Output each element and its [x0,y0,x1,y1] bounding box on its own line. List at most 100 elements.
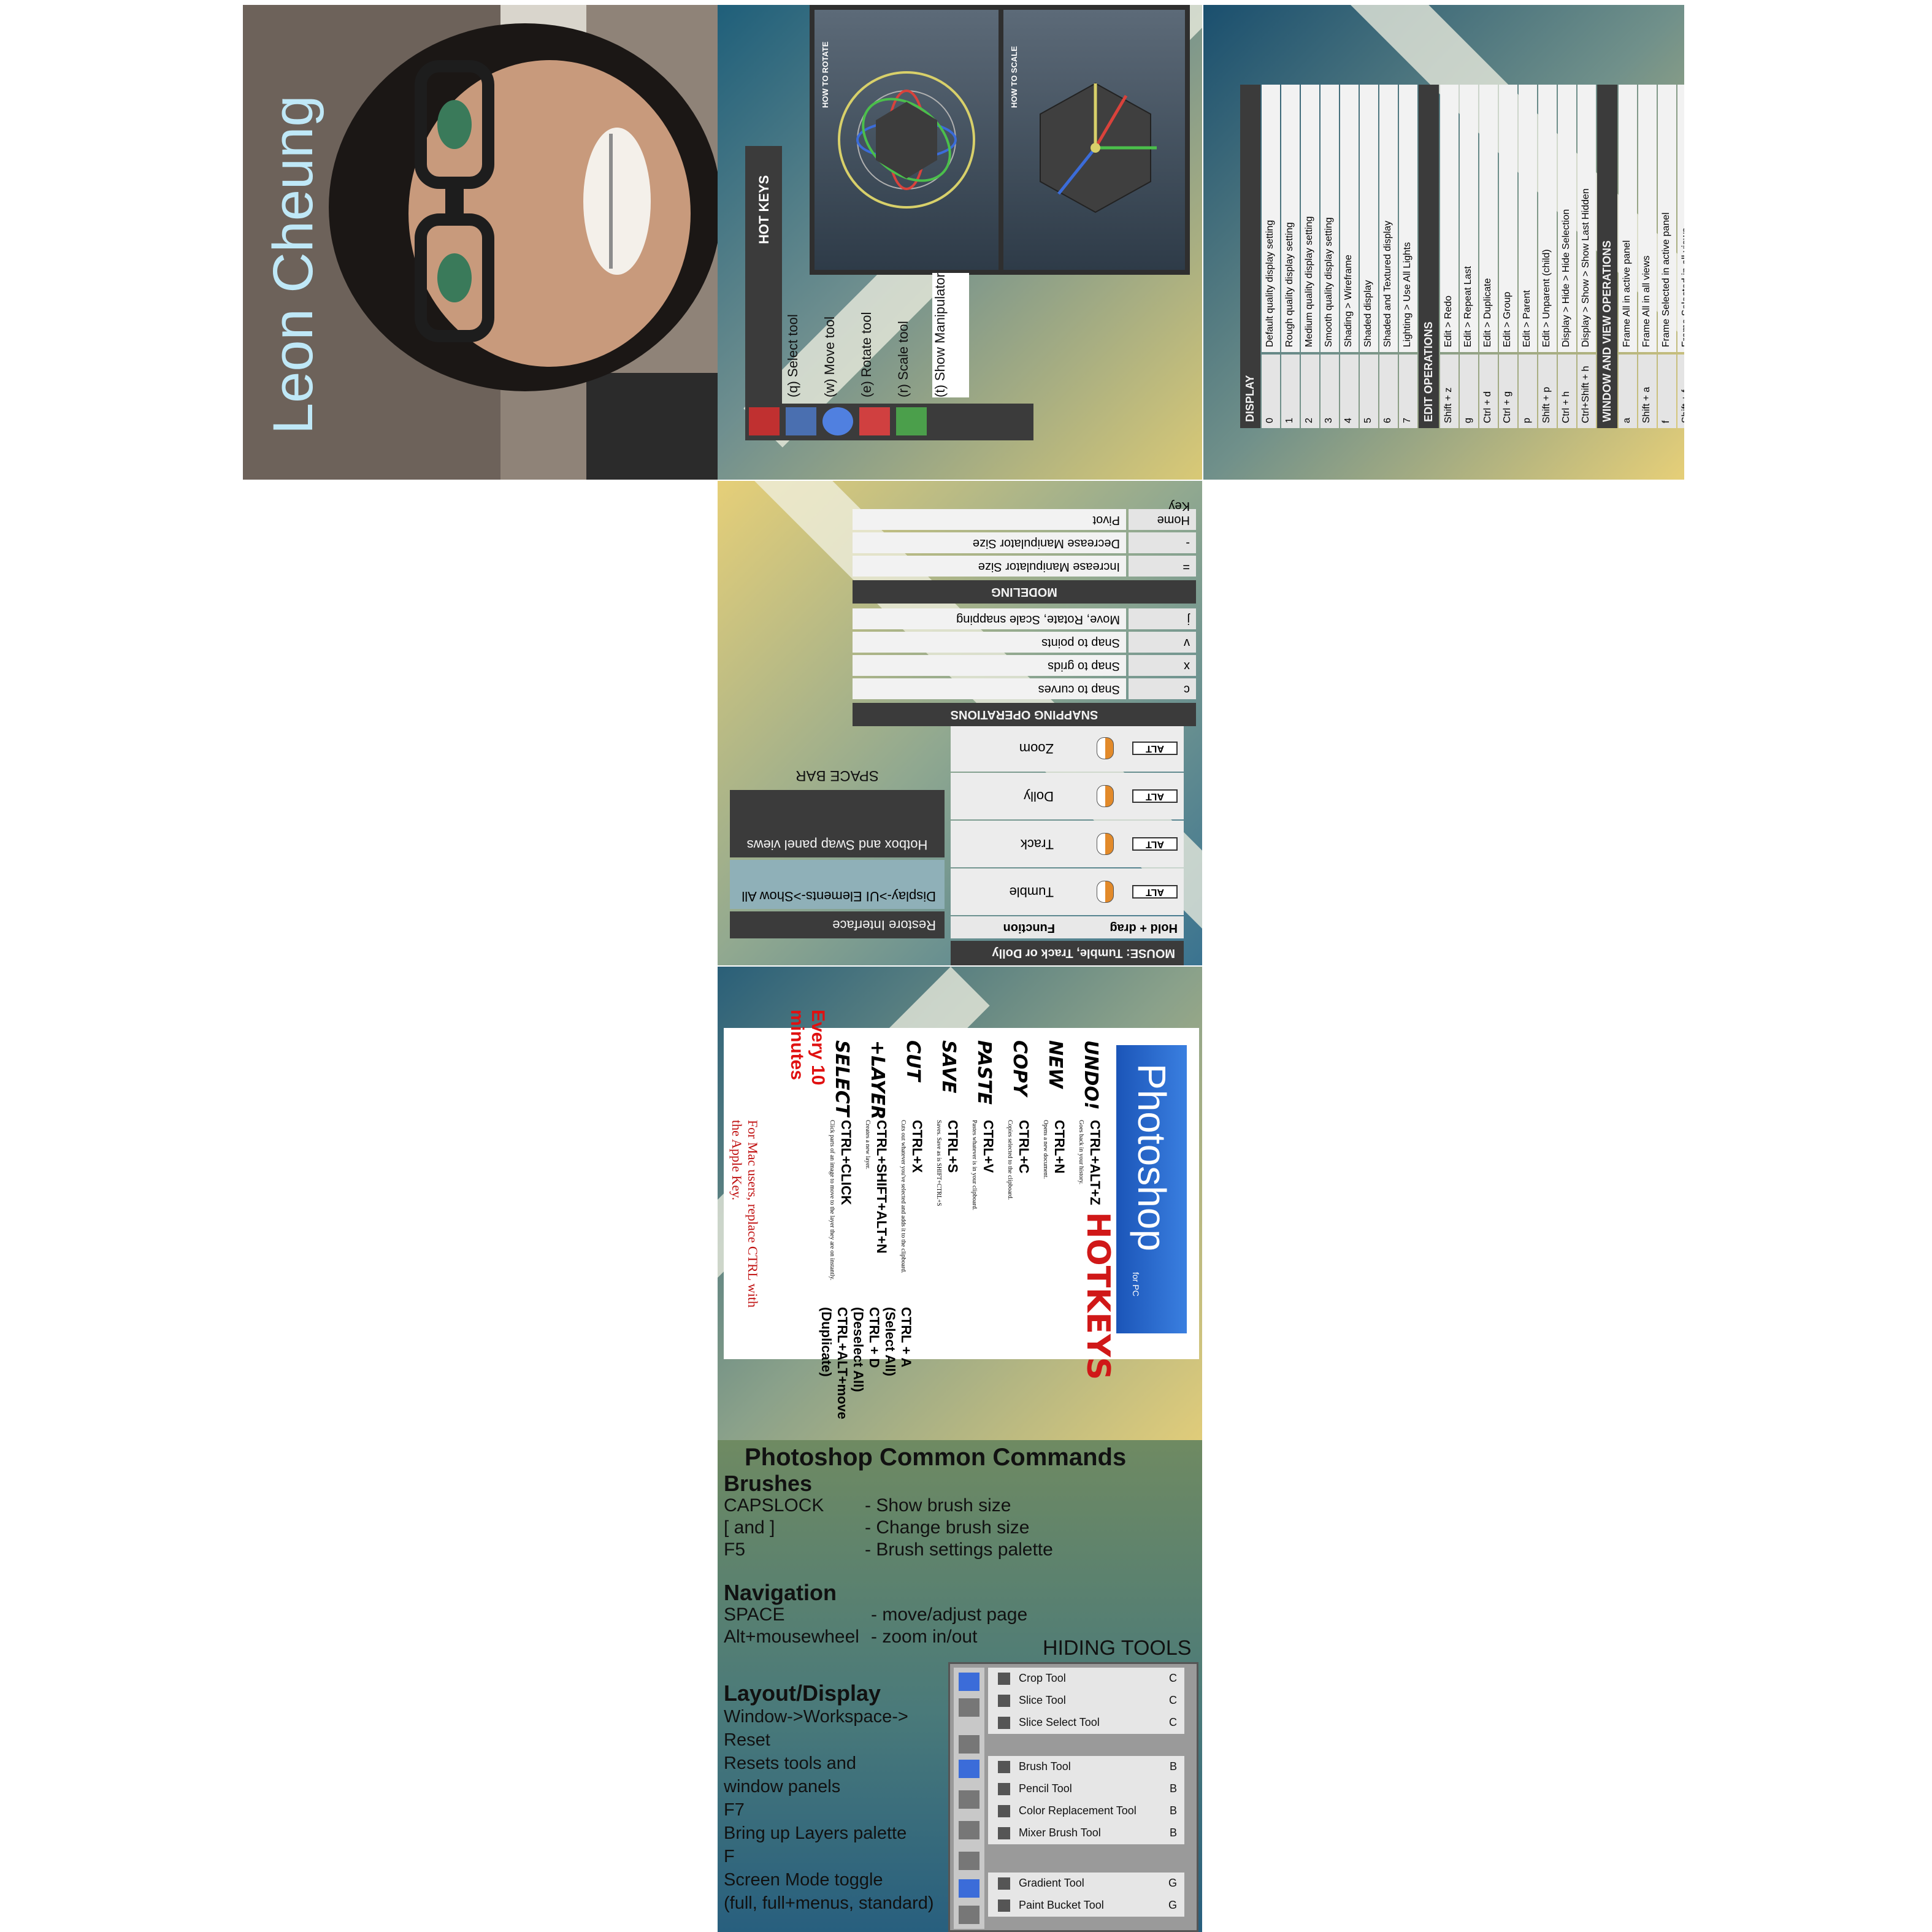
action-cell: Snap to grids [853,655,1126,676]
table-row: 6 Shaded and Textured display [1379,85,1398,428]
alt-key: ALT [1132,885,1178,899]
extra-hotkey: (Duplicate) [819,1307,834,1377]
table-row: Shift + z Edit > Redo [1440,85,1459,428]
extra-hotkey: CTRL+ALT+move [835,1307,850,1419]
hotkey-item: (e) Rotate tool [859,312,874,397]
hotkey-cell: x [1129,655,1196,676]
layout-title: Layout/Display [724,1681,881,1706]
table-row: 7 Lighting > Use All Lights [1399,85,1417,428]
action-cell: Snap to curves [853,678,1126,699]
table-row: 2 Medium quality display setting [1301,85,1319,428]
manipulator-diagrams: HOW TO ROTATE HOW TO SCALE [810,5,1190,275]
hotkey-name: CUT [902,1040,924,1081]
hiding-tools-flyouts: Crop Tool C Slice Tool C Slice Select Tool C … [948,1662,1198,1932]
action-cell: Edit > Duplicate [1479,85,1498,352]
eyedropper-tool-icon[interactable] [959,1698,979,1717]
manipulator-tool-icon[interactable] [896,407,927,435]
hotkey-cell: Shift + p [1538,355,1557,428]
tool-glyph-icon [998,1783,1010,1795]
scale-diagram: HOW TO SCALE [1003,10,1185,270]
hotkey-cell: j [1129,608,1196,629]
hotkey-keys: CTRL+V [981,1120,996,1173]
profile-photo-panel: Leon Cheung [243,5,718,480]
hotkey-cell: g [1460,355,1478,428]
display-section-title: DISPLAY [1240,85,1260,428]
rotate-tool-icon[interactable] [822,407,853,435]
display-table: DISPLAY 0 Default quality display setting… [1240,85,1684,428]
hotkeys-title-bar: HOT KEYS [745,146,782,434]
snapping-title: SNAPPING OPERATIONS [853,703,1196,726]
table-row: Ctrl + h Display > Hide > Hide Selection [1558,85,1576,428]
table-row: Shift + p Edit > Unparent (child) [1538,85,1557,428]
hotkey-cell: Ctrl+Shift + h [1577,355,1596,428]
action-cell: Decrease Manipulator Size [853,532,1126,553]
hotkey-cell: Ctrl + g [1499,355,1517,428]
tool-menu-item[interactable]: Brush Tool B [988,1756,1184,1778]
history-brush-tool-icon[interactable] [959,1821,979,1839]
action-cell: Frame Selected in active panel [1658,85,1676,352]
gradient-tool-icon[interactable] [959,1879,979,1898]
tool-glyph-icon [998,1827,1010,1839]
hotkey-name: +LAYER [867,1040,888,1120]
crop-tool-icon[interactable] [959,1673,979,1691]
tool-menu-item[interactable]: Paint Bucket Tool G [988,1895,1184,1917]
extra-hotkey: (Select All) [883,1307,898,1376]
action-cell: Default quality display setting [1262,85,1280,352]
scale-tool-icon[interactable] [859,407,890,435]
tool-menu-item[interactable]: Pencil Tool B [988,1778,1184,1800]
table-row: p Edit > Parent [1519,85,1537,428]
photoshop-logo: Photoshop for PC [1116,1045,1187,1333]
hotkey-desc: Copies selected to the clipboard. [1006,1120,1013,1200]
action-cell: Rough quality display setting [1281,85,1300,352]
table-row: f Frame Selected in active panel [1658,85,1676,428]
hold-drag-header: Hold + drag [1110,921,1178,935]
person-name: Leon Cheung [262,95,324,435]
scale-manipulator-graphic [1040,82,1157,213]
healing-tool-icon[interactable] [959,1735,979,1754]
photoshop-common-commands-panel: Photoshop Common Commands Brushes CAPSLO… [718,1440,1202,1932]
mouse-panel-content: MOUSE: Tumble, Track or Dolly Hold + dra… [718,481,1202,965]
tool-menu-item[interactable]: Slice Select Tool C [988,1712,1184,1734]
extra-hotkey: CTRL + A [899,1307,914,1368]
brush-tool-icon[interactable] [959,1760,979,1778]
stamp-tool-icon[interactable] [959,1790,979,1809]
action-cell: Shading > Wireframe [1340,85,1359,352]
eraser-tool-icon[interactable] [959,1852,979,1870]
table-row: Shift + f Frame Selected in all views [1677,85,1684,428]
extra-hotkey: CTRL + D [867,1307,882,1368]
hotkey-cell: - [1129,532,1196,553]
list-item: [ and ] - Change brush size [724,1517,1190,1539]
action-cell: Frame All in all views [1638,85,1657,352]
hotkey-keys: CTRL+C [1016,1120,1032,1174]
select-tool-icon[interactable] [749,407,780,435]
move-tool-icon[interactable] [786,407,816,435]
hotkey-keys: CTRL+S [945,1120,960,1173]
hotkey-item: (q) Select tool [785,314,800,397]
hotkeys-title: HOT KEYS [756,175,772,244]
tool-menu-item[interactable]: Color Replacement Tool B [988,1800,1184,1822]
table-row: ALT Zoom [951,725,1184,772]
table-row: Ctrl + g Edit > Group [1499,85,1517,428]
scale-title: HOW TO SCALE [1010,46,1019,108]
action-cell: Shaded and Textured display [1379,85,1398,352]
tool-menu-item[interactable]: Slice Tool C [988,1690,1184,1712]
tool-name: Slice Select Tool [1019,1716,1100,1728]
tool-glyph-icon [998,1805,1010,1817]
space-bar-label: SPACE BAR [795,767,879,784]
function-cell: Tumble [1009,884,1054,900]
action-cell: Display > Show > Show Last Hidden [1577,85,1596,352]
tool-menu-item[interactable]: Crop Tool C [988,1668,1184,1690]
hotkey-name: SELECT [831,1040,853,1117]
hotkey-cell: Ctrl + d [1479,355,1498,428]
mouse-table-header: Hold + drag Function [951,916,1184,938]
tool-glyph-icon [998,1877,1010,1890]
table-row: 0 Default quality display setting [1262,85,1280,428]
rotate-manipulator-graphic [838,71,975,209]
list-item: CUT CTRL+X Cuts out whatever you've select… [891,1040,926,1335]
rotate-title: HOW TO ROTATE [821,41,830,108]
table-row: a Frame All in active panel [1619,85,1637,428]
tool-menu-item[interactable]: Mixer Brush Tool B [988,1822,1184,1844]
tool-menu-item[interactable]: Gradient Tool G [988,1873,1184,1895]
paint-bucket-tool-icon[interactable] [959,1906,979,1924]
command-key: SPACE [724,1604,785,1625]
